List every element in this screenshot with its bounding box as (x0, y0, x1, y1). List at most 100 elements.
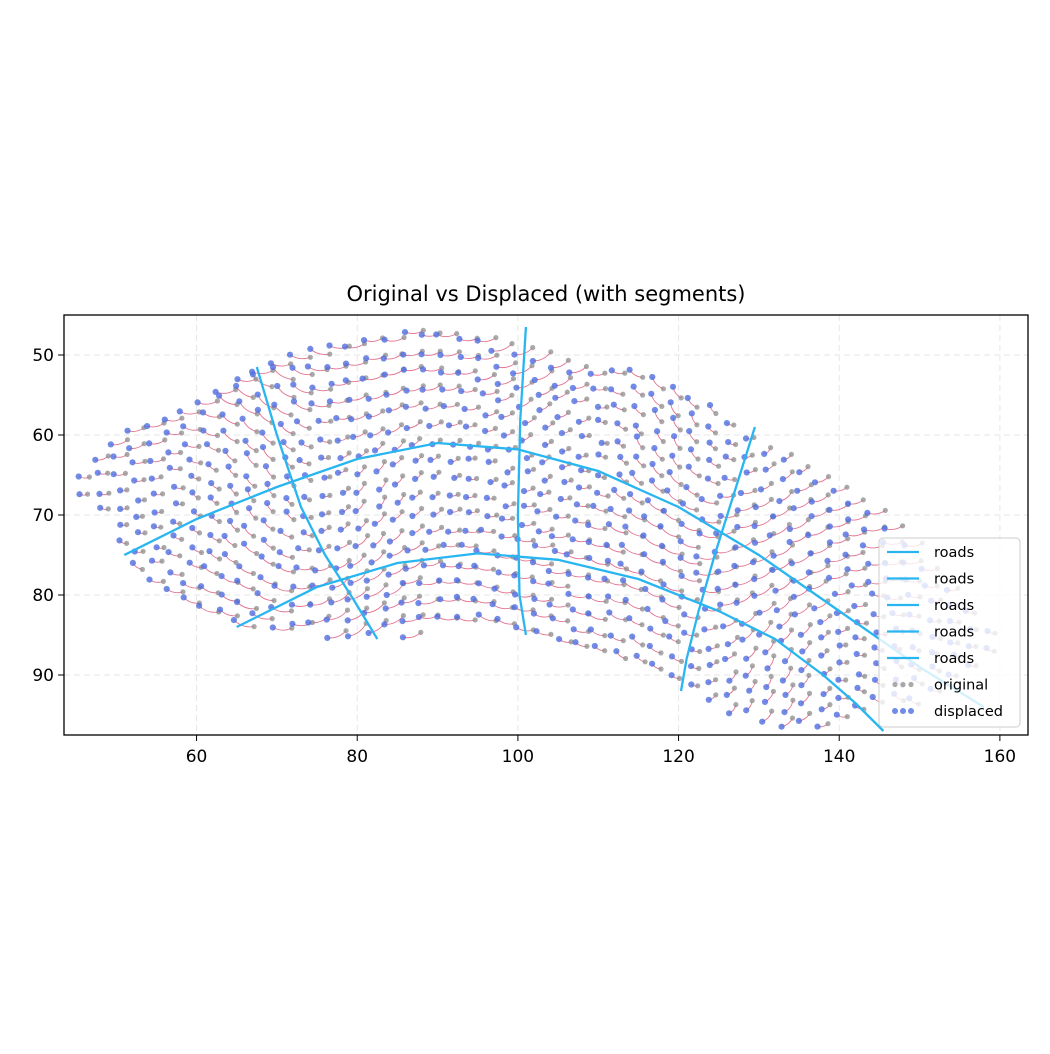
segment-paths (78, 330, 996, 728)
original-point (640, 642, 646, 648)
displaced-point (578, 467, 585, 474)
original-point (362, 429, 368, 435)
displaced-point (688, 681, 695, 688)
original-point (769, 708, 775, 714)
original-point (900, 523, 906, 529)
original-point (251, 624, 257, 630)
displaced-point (852, 634, 859, 641)
displaced-point (595, 416, 602, 423)
displaced-point (254, 391, 261, 398)
original-point (289, 554, 295, 560)
original-point (417, 593, 423, 599)
displaced-point (146, 576, 153, 583)
displaced-point (531, 542, 539, 549)
original-point (659, 403, 665, 409)
displaced-point (614, 420, 621, 427)
displaced-point (399, 634, 406, 641)
displaced-point (309, 384, 316, 391)
original-point (438, 419, 444, 425)
displaced-point (565, 570, 572, 578)
original-point (289, 464, 296, 470)
original-point (308, 477, 314, 483)
displaced-point (412, 457, 419, 464)
displaced-point (610, 401, 617, 408)
original-point (845, 589, 851, 595)
original-point (694, 404, 700, 410)
x-tick-label: 120 (662, 747, 694, 767)
original-point (805, 464, 811, 470)
displaced-point (97, 504, 104, 511)
original-point (253, 376, 259, 382)
displaced-point (796, 469, 803, 476)
original-point (195, 495, 201, 501)
original-point (789, 715, 796, 721)
original-point (510, 376, 517, 382)
original-point (474, 475, 480, 482)
original-point (531, 415, 537, 421)
original-point (529, 363, 535, 369)
original-point (530, 537, 536, 544)
displaced-point (587, 626, 594, 633)
displaced-point (399, 618, 406, 625)
displaced-point (622, 596, 629, 604)
displaced-point (833, 711, 840, 718)
original-point (400, 473, 406, 479)
displaced-point (347, 579, 354, 587)
displaced-point (167, 569, 174, 576)
original-point (214, 570, 220, 577)
displaced-point (383, 391, 390, 398)
displaced-point (651, 406, 659, 414)
displaced-point (683, 484, 690, 491)
original-point (531, 502, 537, 508)
displaced-point (677, 538, 684, 545)
displaced-point (772, 587, 779, 594)
displaced-point (430, 511, 437, 518)
displaced-point (825, 574, 833, 582)
original-point (678, 658, 685, 665)
original-point (509, 515, 516, 521)
displaced-point (402, 565, 409, 572)
original-point (827, 702, 833, 708)
displaced-point (207, 494, 214, 501)
original-point (790, 697, 796, 703)
original-point (658, 666, 664, 672)
original-point (343, 467, 349, 473)
displaced-point (493, 363, 500, 370)
displaced-point (757, 486, 765, 493)
y-tick-label: 80 (32, 586, 54, 606)
original-point (271, 493, 277, 499)
original-point (252, 483, 258, 489)
original-point (623, 530, 629, 536)
displaced-point (307, 345, 314, 352)
displaced-point (277, 527, 284, 535)
displaced-point (308, 400, 315, 407)
original-point (567, 427, 573, 433)
original-point (752, 678, 758, 685)
original-point (196, 530, 203, 536)
displaced-point (722, 453, 729, 460)
original-point (861, 636, 867, 642)
displaced-point (205, 461, 212, 468)
displaced-point (511, 591, 519, 598)
original-point (806, 602, 813, 608)
original-point (623, 655, 629, 662)
displaced-point (531, 595, 538, 603)
displaced-point (513, 384, 520, 391)
original-point (697, 648, 703, 655)
original-point (790, 682, 796, 688)
displaced-point (275, 563, 282, 570)
original-point (584, 381, 590, 387)
original-point (638, 431, 645, 437)
original-point (548, 631, 554, 638)
displaced-point (455, 369, 462, 376)
original-point (586, 484, 593, 490)
displaced-point (535, 391, 542, 398)
original-point (106, 490, 112, 496)
original-point (270, 561, 276, 567)
displaced-point (734, 523, 741, 531)
displaced-point (807, 550, 814, 557)
displaced-point (842, 531, 849, 538)
displaced-point (669, 383, 677, 390)
original-point (383, 582, 389, 588)
displaced-point (150, 523, 157, 530)
